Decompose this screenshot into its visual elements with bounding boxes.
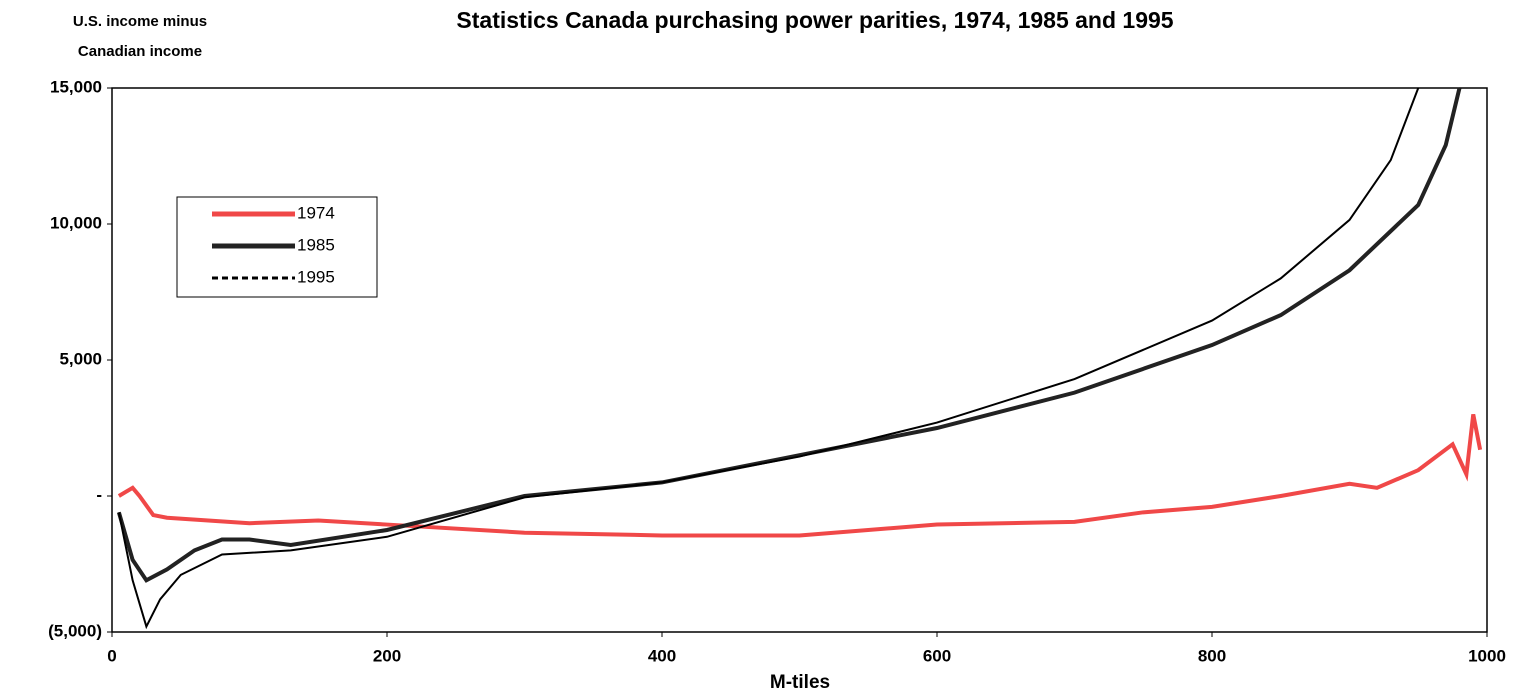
x-axis-label: M-tiles [770, 672, 830, 693]
line [116, 87, 1462, 583]
chart-title: Statistics Canada purchasing power parit… [456, 7, 1173, 33]
plot-area [111, 87, 1488, 633]
x-tick-label: 800 [1198, 646, 1226, 665]
y-axis-label: Canadian income [78, 43, 202, 60]
legend-label: 1995 [297, 267, 335, 286]
y-tick-label: 15,000 [50, 77, 102, 96]
y-tick-label: - [96, 485, 102, 504]
y-axis-label: U.S. income minus [73, 13, 207, 30]
y-tick-label: 10,000 [50, 213, 102, 232]
legend-label: 1974 [297, 203, 335, 222]
line [117, 87, 1420, 630]
legend-label: 1985 [297, 235, 335, 254]
x-tick-label: 0 [107, 646, 116, 665]
y-tick-label: 5,000 [59, 349, 102, 368]
line [117, 414, 1483, 538]
y-tick-label: (5,000) [48, 621, 102, 640]
x-tick-label: 200 [373, 646, 401, 665]
x-tick-label: 1000 [1468, 646, 1506, 665]
x-tick-label: 600 [923, 646, 951, 665]
x-tick-label: 400 [648, 646, 676, 665]
